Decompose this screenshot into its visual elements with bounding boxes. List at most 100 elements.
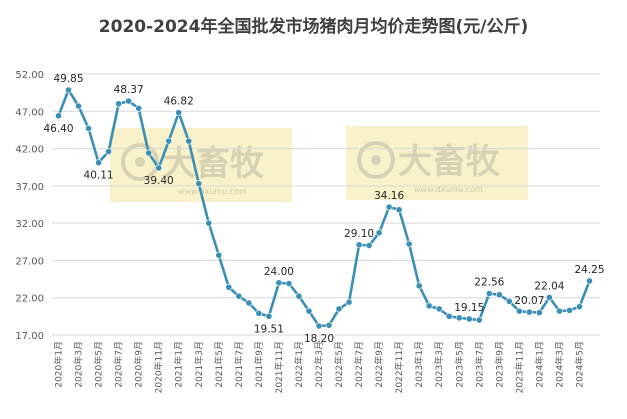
data-point (325, 321, 333, 329)
data-label: 49.85 (53, 73, 83, 85)
data-point (355, 241, 363, 249)
watermark-brand-right: 大畜牧 (398, 142, 501, 182)
data-point (245, 299, 253, 307)
data-label: 46.40 (43, 123, 73, 135)
watermark-brand-left: 大畜牧 (162, 144, 265, 184)
data-label: 18.20 (304, 333, 334, 345)
x-tick-label: 2022年3月 (313, 341, 325, 388)
data-point (295, 292, 303, 300)
x-tick-label: 2021年5月 (213, 341, 225, 388)
data-point (405, 240, 413, 248)
data-point (195, 180, 203, 188)
data-label: 19.15 (454, 302, 484, 314)
data-label: 22.56 (474, 277, 504, 289)
data-point (576, 303, 583, 311)
x-tick-label: 2022年1月 (293, 341, 305, 388)
data-point (475, 316, 483, 324)
data-point (215, 251, 223, 259)
data-point (586, 277, 593, 285)
data-point (175, 109, 183, 117)
data-point (365, 242, 373, 249)
y-tick-label: 47.00 (15, 107, 44, 118)
x-tick-label: 2022年11月 (393, 341, 405, 393)
x-tick-label: 2023年5月 (453, 341, 465, 388)
data-point (65, 86, 72, 94)
x-tick-label: 2023年9月 (493, 341, 505, 388)
data-point (125, 97, 133, 105)
x-tick-label: 2020年7月 (113, 341, 125, 388)
series-line (55, 86, 593, 330)
data-label: 40.11 (84, 170, 114, 182)
x-tick-label: 2021年3月 (193, 341, 205, 388)
data-point (395, 206, 403, 214)
x-tick-label: 2022年5月 (333, 341, 345, 388)
y-axis: 52.00 47.00 42.00 37.00 32.00 27.00 22.00 17.00 (15, 70, 44, 342)
y-tick-label: 27.00 (15, 256, 44, 267)
x-tick-label: 2022年7月 (353, 341, 365, 388)
x-tick-label: 2020年11月 (153, 341, 165, 393)
x-tick-label: 2022年9月 (373, 341, 385, 388)
data-point (155, 164, 163, 172)
grid-lines (52, 73, 600, 336)
data-point (385, 203, 393, 211)
x-tick-label: 2020年1月 (53, 341, 65, 388)
data-point (135, 104, 143, 112)
data-point (375, 229, 383, 237)
data-point (105, 148, 112, 155)
x-tick-label: 2023年7月 (473, 341, 485, 388)
x-tick-label: 2024年1月 (533, 341, 545, 388)
data-point (315, 322, 323, 330)
y-tick-label: 22.00 (15, 294, 44, 305)
data-point (495, 291, 503, 299)
data-point (415, 282, 423, 290)
data-point (145, 149, 153, 157)
watermark-left: 大畜牧 www.dxumu.com (110, 128, 292, 202)
x-axis: 2020年1月 2020年3月 2020年5月 2020年7月 2020年9月 2020年… (53, 341, 586, 393)
x-tick-label: 2021年1月 (173, 341, 185, 388)
data-point (445, 312, 453, 320)
data-point (95, 159, 102, 167)
x-tick-label: 2021年11月 (273, 341, 285, 393)
data-point (75, 102, 82, 110)
data-point (255, 309, 263, 317)
data-point (205, 219, 213, 227)
data-point (165, 137, 173, 145)
watermark-right: 大畜牧 www.dxumu.com (346, 126, 528, 200)
x-tick-label: 2020年3月 (73, 341, 85, 388)
data-labels: 46.40 49.85 40.11 48.37 39.40 46.82 19.51 24.00… (43, 73, 604, 345)
data-point (285, 280, 293, 287)
data-label: 48.37 (114, 84, 144, 96)
data-point (556, 307, 563, 315)
y-tick-label: 52.00 (15, 70, 44, 81)
x-tick-label: 2023年3月 (433, 341, 445, 388)
chart-title: 2020-2024年全国批发市场猪肉月均价走势图(元/公斤) (98, 17, 529, 37)
x-tick-label: 2023年11月 (513, 341, 525, 393)
watermark-url-left: www.dxumu.com (178, 187, 247, 196)
data-point (305, 307, 313, 315)
data-point (275, 279, 283, 287)
data-label: 22.04 (534, 280, 564, 292)
data-label: 46.82 (164, 96, 194, 108)
data-point (435, 305, 443, 313)
y-tick-label: 32.00 (15, 219, 44, 230)
data-point (185, 137, 193, 145)
data-point (465, 315, 473, 323)
data-point (425, 302, 433, 310)
x-tick-label: 2020年5月 (93, 341, 105, 388)
data-label: 39.40 (144, 175, 174, 187)
data-point (335, 305, 343, 313)
data-point (505, 298, 513, 305)
data-label: 19.51 (254, 323, 284, 335)
watermark-url-right: www.dxumu.com (414, 185, 483, 194)
y-tick-label: 37.00 (15, 182, 44, 193)
data-label: 20.07 (514, 295, 544, 307)
x-tick-label: 2021年9月 (253, 341, 265, 388)
data-point (515, 307, 523, 315)
y-tick-label: 17.00 (15, 331, 44, 342)
x-tick-label: 2021年7月 (233, 341, 245, 388)
data-point (485, 290, 493, 297)
data-point (265, 312, 273, 320)
data-label: 29.10 (344, 228, 374, 240)
data-point (55, 112, 62, 120)
